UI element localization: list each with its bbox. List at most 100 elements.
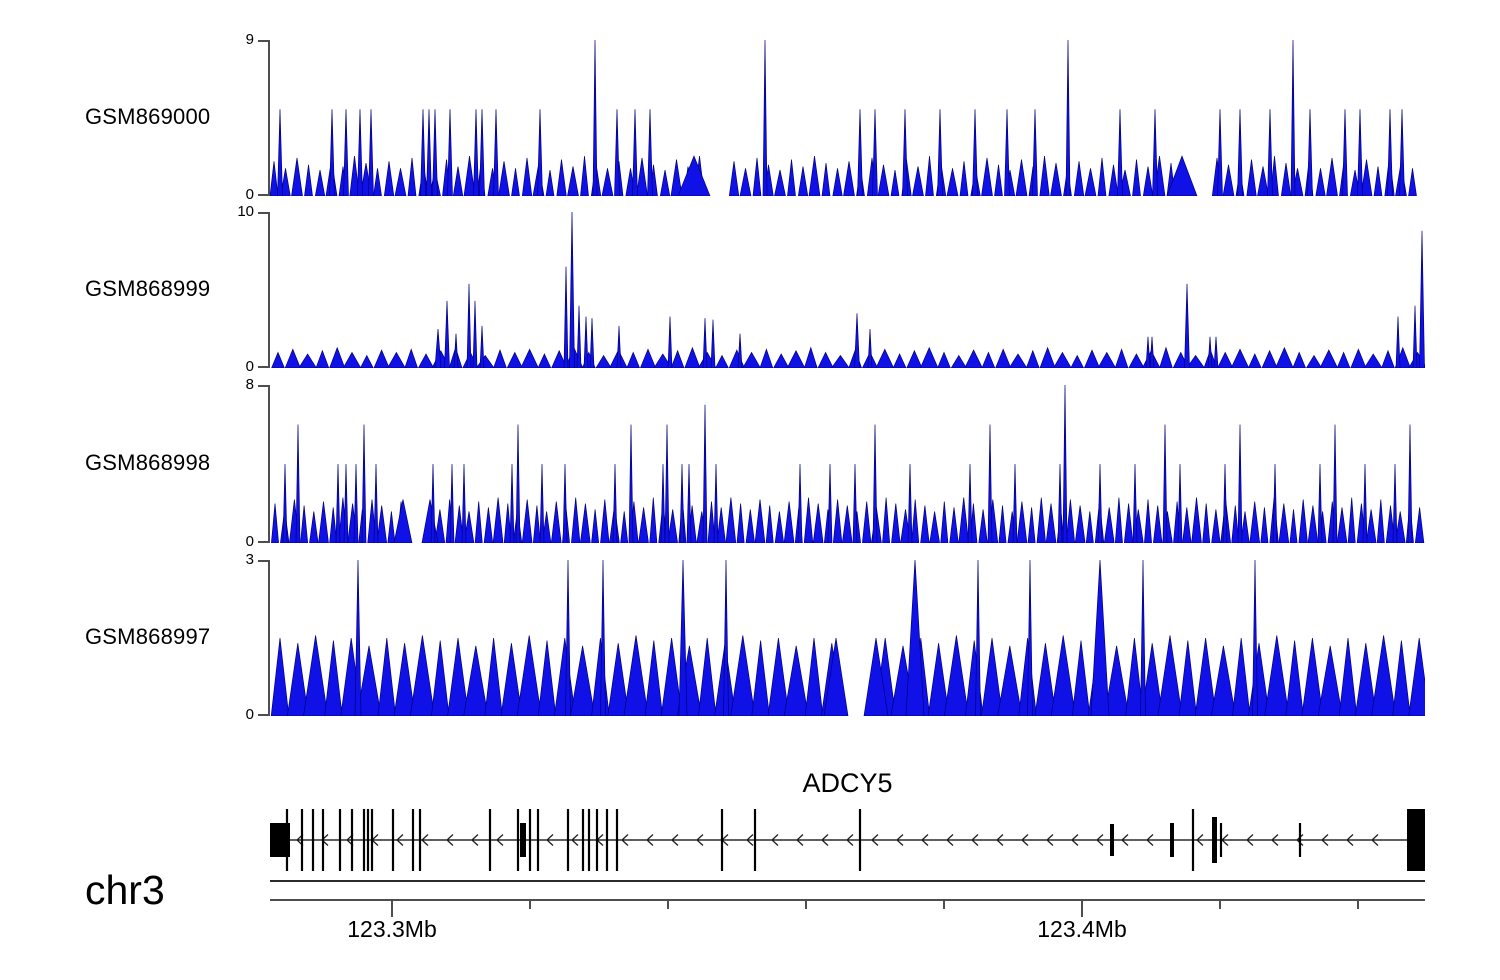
- signal-peak: [1360, 159, 1373, 196]
- signal-peak: [447, 637, 469, 716]
- signal-peak: [353, 463, 359, 543]
- gene-track-baseline: [270, 880, 1425, 882]
- signal-peak: [1062, 385, 1068, 543]
- signal-peak: [1032, 109, 1038, 196]
- signal-peak: [854, 313, 860, 368]
- signal-peak: [1338, 637, 1358, 716]
- signal-peak: [1408, 168, 1417, 196]
- strand-arrow-left-icon: [546, 834, 554, 846]
- signal-peak: [539, 463, 545, 543]
- signal-peak: [1008, 353, 1028, 368]
- signal-peak: [754, 499, 766, 543]
- signal-peak: [950, 354, 967, 368]
- signal-peak: [1039, 156, 1050, 196]
- y-tick-label: 0: [245, 358, 254, 375]
- signal-peak: [964, 349, 983, 368]
- track-label-gsm868997: GSM868997: [85, 624, 211, 649]
- signal-peak: [857, 109, 863, 196]
- signal-peak: [890, 169, 900, 196]
- strand-arrow-left-icon: [421, 834, 429, 846]
- signal-peak: [1395, 316, 1401, 368]
- signal-peak: [473, 109, 479, 196]
- signal-peak: [1240, 511, 1250, 543]
- signal-peak: [521, 499, 533, 543]
- signal-peak: [920, 346, 939, 368]
- signal-peak: [774, 169, 786, 196]
- exon: [300, 809, 304, 871]
- signal-peak: [1252, 560, 1258, 716]
- signal-peak: [1145, 336, 1151, 368]
- y-axis-tick: [258, 385, 270, 387]
- strand-arrow-left-icon: [1071, 834, 1079, 846]
- signal-peak: [1362, 463, 1368, 543]
- y-tick-label: 0: [245, 186, 254, 203]
- signal-peak: [1015, 159, 1028, 196]
- signal-peak: [592, 40, 598, 196]
- signal-peak: [1267, 109, 1273, 196]
- signal-peak: [1231, 505, 1240, 543]
- signal-peak: [1272, 463, 1278, 543]
- signal-peak: [1140, 560, 1146, 716]
- signal-peak: [1392, 640, 1411, 716]
- strand-arrow-left-icon: [1021, 834, 1029, 846]
- signal-peak: [786, 350, 806, 368]
- signal-peak: [752, 157, 762, 196]
- signal-peak: [556, 159, 567, 196]
- signal-peak: [958, 497, 970, 543]
- signal-peak: [314, 169, 326, 196]
- y-axis-tick: [258, 194, 270, 196]
- strand-arrow-left-icon: [496, 834, 504, 846]
- signal-peak: [626, 351, 640, 368]
- exon: [311, 809, 315, 871]
- signal-peak: [277, 109, 283, 196]
- signal-peak: [368, 109, 374, 196]
- signal-peak: [1123, 503, 1134, 543]
- signal-peak: [394, 168, 407, 196]
- signal-peak: [1132, 463, 1138, 543]
- signal-peak: [493, 109, 499, 196]
- signal-peak: [667, 316, 673, 368]
- signal-peak: [287, 643, 309, 716]
- signal-peak: [640, 348, 656, 368]
- signal-peak: [1289, 509, 1298, 543]
- exon: [338, 809, 342, 871]
- signal-peak: [567, 166, 579, 196]
- signal-peak: [1342, 109, 1348, 196]
- signal-peak: [377, 637, 396, 716]
- signal-peak: [804, 346, 818, 368]
- signal-peak: [1317, 645, 1343, 716]
- signal-peak: [373, 168, 382, 196]
- axis-minor-tick: [805, 901, 807, 909]
- signal-peak: [520, 348, 539, 368]
- y-axis-line: [268, 560, 270, 716]
- y-axis-tick: [258, 541, 270, 543]
- signal-peak: [500, 643, 523, 716]
- signal-area-gsm869000: [270, 40, 1417, 196]
- signal-peak: [1222, 164, 1235, 196]
- strand-arrow-left-icon: [571, 834, 579, 846]
- signal-peak: [329, 109, 335, 196]
- y-tick-label: 9: [245, 31, 254, 48]
- strand-arrow-left-icon: [921, 834, 929, 846]
- signal-peak: [1260, 507, 1269, 543]
- exon: [595, 809, 599, 871]
- y-tick-label: 0: [245, 533, 254, 550]
- signal-peak: [506, 351, 523, 368]
- signal-peak: [803, 497, 814, 543]
- signal-peak: [912, 166, 924, 196]
- exon: [321, 809, 325, 871]
- signal-peak: [537, 640, 557, 716]
- signal-peak: [736, 503, 745, 543]
- signal-peak: [1202, 503, 1211, 543]
- y-axis-line: [268, 212, 270, 368]
- signal-peak: [872, 109, 878, 196]
- signal-peak: [492, 497, 504, 543]
- signal-peak: [1307, 109, 1313, 196]
- strand-arrow-left-icon: [1246, 834, 1254, 846]
- signal-peak: [1357, 109, 1363, 196]
- signal-peak: [475, 354, 495, 368]
- y-axis-tick: [258, 40, 270, 42]
- strand-arrow-left-icon: [1271, 834, 1279, 846]
- signal-peak: [940, 501, 949, 543]
- signal-peak: [357, 109, 363, 196]
